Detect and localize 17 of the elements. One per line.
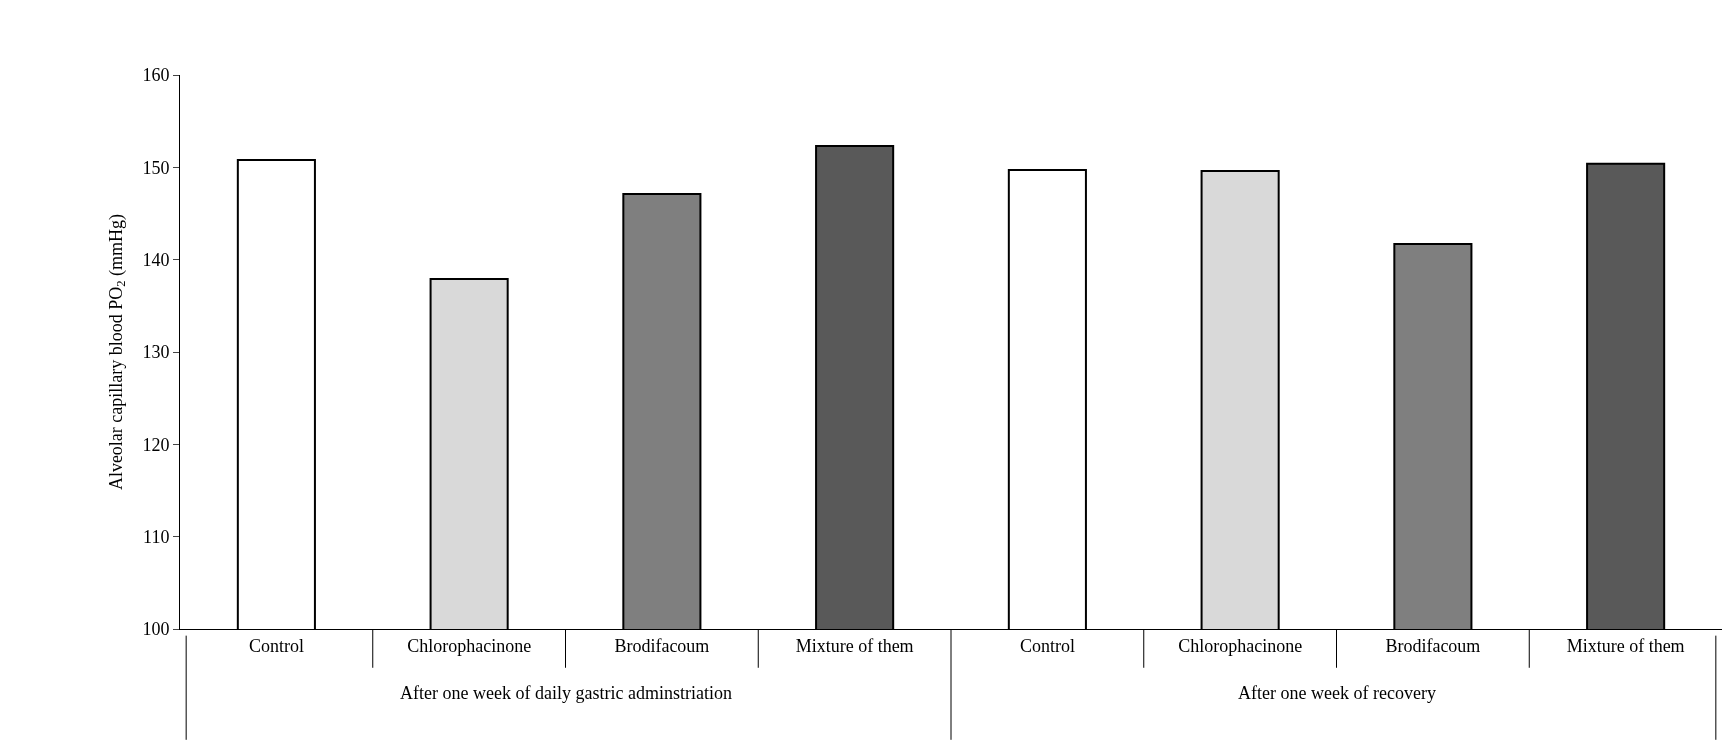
y-tick-label: 100 bbox=[142, 619, 170, 640]
y-tick-label: 130 bbox=[142, 342, 170, 363]
x-tick-label: Mixture of them bbox=[795, 635, 914, 656]
y-tick-label: 150 bbox=[142, 157, 170, 178]
x-tick-label: Chlorophacinone bbox=[407, 635, 532, 656]
text: After one week of daily gastric adminstriation bbox=[400, 683, 732, 703]
y-tick-label: 120 bbox=[142, 434, 170, 455]
y-tick-label: 160 bbox=[142, 65, 170, 86]
x-tick-label: Chlorophacinone bbox=[1178, 635, 1303, 656]
y-tick-label: 110 bbox=[143, 526, 170, 547]
y-tick-label: 140 bbox=[142, 249, 170, 270]
x-tick-label: Control bbox=[248, 635, 304, 656]
x-tick-label: Control bbox=[1019, 635, 1075, 656]
text: After one week of recovery bbox=[1238, 683, 1436, 703]
x-tick-label: Mixture of them bbox=[1566, 635, 1685, 656]
x-tick-label: Brodifacoum bbox=[1385, 635, 1481, 656]
x-tick-label: Brodifacoum bbox=[614, 635, 710, 656]
